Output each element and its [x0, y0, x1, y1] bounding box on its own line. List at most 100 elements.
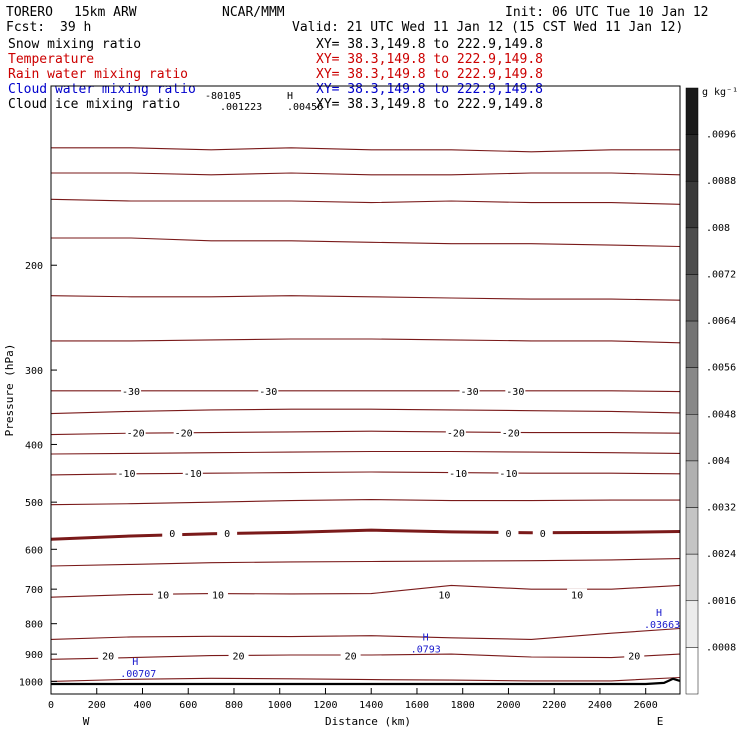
colorbar-swatch [685, 553, 699, 602]
cloud-water-max-marker: H [656, 608, 662, 619]
contour-label-bg [98, 649, 119, 661]
field-xy: XY= 38.3,149.8 to 222.9,149.8 [316, 82, 543, 97]
isotherm-label: 0 [505, 529, 511, 540]
x-tick-label: 200 [88, 700, 106, 711]
isotherm-label: -20 [175, 429, 193, 440]
colorbar-swatch [685, 274, 699, 322]
cloud-water-label: .03663 [644, 620, 680, 631]
cloud-water-label: .0793 [411, 644, 441, 655]
contour-label-bg [500, 426, 521, 438]
isotherm-label: 0 [540, 529, 546, 540]
isotherm-line [51, 338, 681, 344]
x-tick-label: 1400 [359, 700, 383, 711]
contour-label-bg [505, 384, 526, 396]
contour-label-bg [182, 467, 203, 479]
colorbar-swatch [685, 600, 699, 648]
isotherm-label: 20 [345, 652, 357, 663]
colorbar-swatch [685, 227, 699, 275]
isotherm-label: -20 [127, 429, 145, 440]
fcst-value: 39 h [60, 20, 91, 35]
colorbar-tick-label: .0096 [706, 130, 736, 141]
colorbar-swatch [685, 414, 699, 462]
isotherm-label: 20 [628, 652, 640, 663]
x-tick-label: 400 [133, 700, 151, 711]
colorbar-tick-label: .0008 [706, 642, 736, 653]
x-end-label-east: E [657, 715, 664, 728]
colorbar-swatch [685, 460, 699, 508]
contour-label-bg [153, 588, 174, 600]
field-xy: XY= 38.3,149.8 to 222.9,149.8 [316, 37, 543, 52]
colorbar-tick-label: .0024 [706, 549, 736, 560]
contour-label-bg [121, 384, 142, 396]
isotherm-label: 20 [233, 652, 245, 663]
x-end-label-west: W [83, 715, 90, 728]
plot-frame [50, 85, 681, 695]
colorbar-swatch [685, 507, 699, 555]
y-tick-label: 600 [25, 545, 43, 556]
contour-label-bg [340, 649, 361, 661]
colorbar-tick-label: .0072 [706, 269, 736, 280]
x-tick-label: 0 [48, 700, 54, 711]
isotherm-label: 0 [169, 529, 175, 540]
y-tick-label: 1000 [19, 677, 43, 688]
x-tick-label: 2600 [634, 700, 658, 711]
top-label-d: H [287, 91, 293, 102]
contour-label-bg [125, 426, 146, 438]
model-name: TORERO [6, 5, 53, 20]
isotherm-label: 10 [157, 591, 169, 602]
y-tick-label: 500 [25, 498, 43, 509]
isotherm-line [51, 237, 681, 248]
x-tick-label: 1600 [405, 700, 429, 711]
colorbar-tick-label: .0064 [706, 316, 736, 327]
init-time: Init: 06 UTC Tue 10 Jan 12 [505, 5, 709, 20]
contour-label-bg [173, 426, 194, 438]
x-tick-label: 800 [225, 700, 243, 711]
isotherm-label: -30 [122, 387, 140, 398]
colorbar-swatch [685, 87, 699, 135]
y-axis-title: Pressure (hPa) [3, 344, 16, 437]
y-tick-label: 900 [25, 650, 43, 661]
y-tick-label: 400 [25, 440, 43, 451]
colorbar-swatch [685, 647, 699, 695]
isotherm-line [50, 198, 681, 205]
field-xy: XY= 38.3,149.8 to 222.9,149.8 [316, 67, 543, 82]
colorbar-tick-label: .008 [706, 223, 730, 234]
x-tick-label: 1200 [313, 700, 337, 711]
y-tick-label: 800 [25, 620, 43, 631]
isotherm-line [50, 558, 681, 567]
isotherm-line [50, 295, 681, 301]
field-name: Temperature [8, 52, 94, 67]
isotherm-label: -10 [117, 469, 135, 480]
isotherm-line [50, 430, 681, 436]
isotherm-label: -10 [499, 469, 517, 480]
field-name: Rain water mixing ratio [8, 67, 188, 82]
isotherm-label: -30 [461, 387, 479, 398]
contour-label-bg [116, 467, 137, 479]
field-legend: Snow mixing ratio XY= 38.3,149.8 to 222.9… [8, 37, 543, 112]
y-tick-label: 300 [25, 366, 43, 377]
model-run: 15km ARW [74, 5, 137, 20]
colorbar: .0096 .0088 .008 .0072 .0064 .0056 .0048 .004 .0… [685, 87, 738, 695]
plot-area: -30 -30 -30 -30 -20 -20 -20 -20 -10 -10 -10 -10 0 0 0 0… [19, 85, 681, 711]
isotherm-line [50, 676, 681, 682]
field-name: Cloud ice mixing ratio [8, 97, 180, 112]
x-tick-label: 2200 [542, 700, 566, 711]
isotherm-label: -20 [447, 429, 465, 440]
isotherm-label: -10 [184, 469, 202, 480]
contour-label-bg [228, 649, 249, 661]
x-tick-label: 1800 [451, 700, 475, 711]
isotherm-label: 10 [438, 591, 450, 602]
field-name: Cloud water mixing ratio [8, 82, 196, 97]
colorbar-tick-label: .0056 [706, 363, 736, 374]
colorbar-swatch [685, 367, 699, 415]
contour-label-bg [624, 649, 645, 661]
contour-label-bg [217, 526, 238, 538]
isotherm-line [50, 471, 681, 476]
contour-label-bg [567, 588, 588, 600]
isotherm-label: 10 [571, 591, 583, 602]
isotherm-label: 0 [224, 529, 230, 540]
isotherm-label: -30 [506, 387, 524, 398]
top-label-b: .001223 [220, 102, 262, 113]
top-label-a: -80105 [205, 91, 241, 102]
